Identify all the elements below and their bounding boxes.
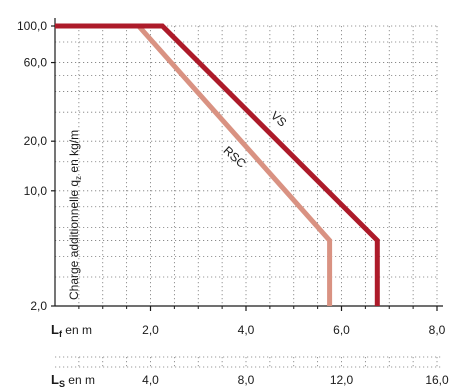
- grid: [55, 25, 438, 306]
- x-s-tick-label: 4,0: [142, 373, 159, 387]
- y-tick-label: 100,0: [17, 19, 47, 33]
- series-line-rsc: [55, 23, 333, 306]
- x-tick-label: 2,0: [142, 323, 159, 337]
- y-axis-label: Charge additionnelle qz en kg/m: [67, 130, 83, 300]
- x-tick-label: 8,0: [429, 323, 446, 337]
- y-tick-label: 60,0: [24, 56, 48, 70]
- y-tick-label: 2,0: [30, 299, 47, 313]
- x-s-tick-label: 8,0: [238, 373, 255, 387]
- axes: 100,0 60,0 20,0 10,0 2,0 2,0 4,0 6,0 8,0 Lf en m 4…: [17, 18, 449, 389]
- x-axis-f-label: Lf en m: [51, 322, 92, 339]
- y-tick-label: 10,0: [24, 184, 48, 198]
- y-tick-label: 20,0: [24, 134, 48, 148]
- series-label-vs: VS: [268, 108, 289, 129]
- series: [55, 23, 380, 306]
- x-s-tick-label: 16,0: [425, 373, 449, 387]
- x-tick-label: 4,0: [238, 323, 255, 337]
- series-line-vs: [55, 23, 380, 306]
- x-tick-label: 6,0: [333, 323, 350, 337]
- x-axis-s-label: LS en m: [51, 372, 95, 389]
- x-s-tick-label: 12,0: [330, 373, 354, 387]
